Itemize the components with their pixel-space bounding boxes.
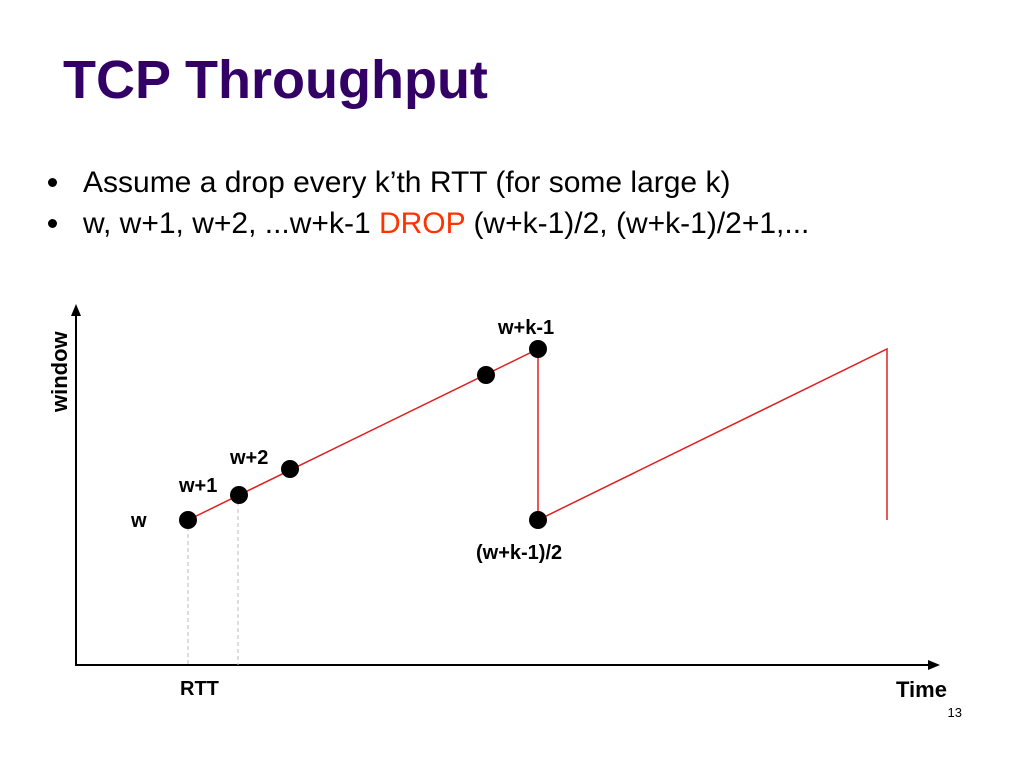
- bullet-text: Assume a drop every k’th RTT (for some l…: [83, 166, 731, 199]
- bullet-dot-icon: [48, 219, 57, 228]
- bullet-dot-icon: [48, 178, 57, 187]
- y-axis-label: window: [47, 330, 72, 413]
- label-w-plus-1: w+1: [178, 475, 217, 497]
- slide-title: TCP Throughput: [63, 50, 488, 110]
- label-w: w: [130, 510, 147, 532]
- bullet-text-post: (w+k-1)/2, (w+k-1)/2+1,...: [465, 207, 810, 240]
- point-peak: [529, 340, 547, 358]
- y-axis-arrow-icon: [71, 304, 81, 316]
- point-w: [179, 511, 197, 529]
- label-w-plus-2: w+2: [229, 447, 268, 469]
- x-axis-label: Time: [896, 677, 947, 702]
- bullet-item: Assume a drop every k’th RTT (for some l…: [40, 162, 809, 203]
- rtt-label: RTT: [180, 678, 219, 700]
- window-sawtooth-line: [187, 347, 888, 522]
- bullet-list: Assume a drop every k’th RTT (for some l…: [40, 162, 809, 244]
- drop-keyword: DROP: [378, 207, 466, 240]
- point-w-plus-1: [230, 486, 248, 504]
- label-peak: w+k-1: [497, 317, 554, 339]
- point-intermediate: [477, 366, 495, 384]
- point-w-plus-2: [281, 460, 299, 478]
- bullet-item: w, w+1, w+2, ...w+k-1 DROP (w+k-1)/2, (w…: [40, 203, 809, 244]
- x-axis-arrow-icon: [928, 660, 940, 670]
- bullet-text-pre: w, w+1, w+2, ...w+k-1: [83, 207, 379, 240]
- page-number: 13: [947, 705, 962, 720]
- point-halved: [529, 511, 547, 529]
- label-halved: (w+k-1)/2: [476, 542, 562, 564]
